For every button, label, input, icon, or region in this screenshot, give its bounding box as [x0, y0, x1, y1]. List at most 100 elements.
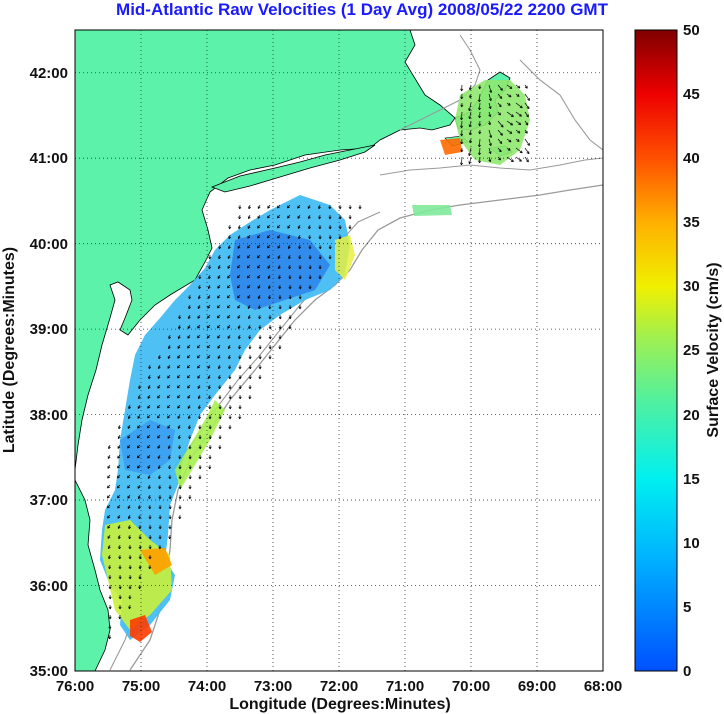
velocity-vector-head: [298, 276, 302, 280]
velocity-vector-head: [108, 566, 112, 570]
velocity-vector-head: [197, 325, 201, 329]
velocity-vector-head: [258, 336, 262, 340]
velocity-vector: [524, 93, 530, 101]
velocity-vector-head: [227, 346, 231, 349]
velocity-vector-head: [218, 426, 222, 430]
velocity-vector-head: [237, 275, 240, 279]
velocity-vector-head: [188, 306, 191, 310]
velocity-vector-head: [107, 485, 110, 489]
velocity-vector-head: [167, 356, 171, 359]
velocity-vector-head: [187, 326, 191, 329]
velocity-vector-head: [158, 536, 162, 540]
velocity-vector-head: [217, 335, 220, 339]
velocity-vector-head: [107, 456, 111, 459]
velocity-vector-head: [228, 426, 232, 430]
velocity-vector-head: [197, 315, 201, 319]
velocity-vector-head: [198, 476, 202, 480]
velocity-vector-head: [308, 256, 312, 260]
velocity-vector-head: [227, 325, 231, 329]
velocity-vector-head: [460, 149, 464, 153]
velocity-vector-head: [257, 296, 261, 299]
velocity-vector: [469, 84, 472, 90]
velocity-vector: [515, 156, 522, 162]
velocity-vector-head: [197, 365, 200, 369]
velocity-vector-head: [167, 365, 171, 369]
velocity-vector-head: [158, 356, 161, 360]
velocity-vector-head: [147, 465, 151, 469]
velocity-vector-head: [187, 375, 190, 379]
velocity-vector-head: [228, 226, 232, 230]
velocity-vector-head: [318, 246, 322, 250]
velocity-vector-head: [187, 395, 191, 399]
velocity-vector-head: [108, 636, 112, 640]
velocity-vector-head: [147, 486, 151, 490]
velocity-vector-head: [198, 426, 202, 430]
velocity-vector-head: [137, 455, 140, 459]
velocity-vector-head: [257, 206, 261, 209]
velocity-vector-head: [168, 496, 172, 500]
velocity-vector-head: [488, 143, 492, 146]
velocity-vector-head: [308, 286, 312, 290]
velocity-vector-head: [147, 405, 151, 409]
velocity-vector-head: [247, 216, 251, 219]
velocity-vector-head: [188, 496, 192, 500]
velocity-vector-head: [167, 405, 170, 409]
velocity-vector-head: [107, 446, 111, 450]
velocity-vector-head: [147, 395, 151, 399]
velocity-vector-head: [218, 436, 222, 440]
velocity-vector-head: [227, 256, 231, 259]
velocity-vector: [468, 147, 472, 156]
velocity-vector: [468, 102, 472, 111]
velocity-vector-head: [177, 415, 181, 419]
colorbar-tick: 20: [683, 407, 700, 424]
velocity-field-shelf: [100, 195, 350, 640]
velocity-vector: [515, 147, 523, 154]
velocity-vector-head: [498, 112, 501, 116]
velocity-vector-head: [156, 415, 160, 419]
velocity-vector-head: [178, 486, 182, 490]
velocity-vector: [478, 93, 481, 102]
velocity-vector-head: [517, 130, 521, 134]
velocity-vector-head: [248, 336, 252, 340]
isobath-outer: [129, 184, 603, 671]
velocity-vector-head: [510, 122, 513, 126]
velocity-vector-head: [118, 546, 122, 550]
velocity-vector: [488, 138, 492, 146]
colorbar: [634, 29, 678, 672]
isobath-shelf: [379, 157, 603, 176]
velocity-vector: [497, 93, 503, 99]
velocity-vector-head: [519, 150, 523, 154]
velocity-vector-head: [218, 246, 222, 250]
velocity-vector-head: [118, 596, 122, 600]
colorbar-tick-labels: 0 5 10 15 20 25 30 35 40 45 50: [683, 22, 700, 680]
velocity-vector-head: [499, 141, 503, 144]
velocity-vector-head: [488, 114, 492, 118]
velocity-vector-head: [168, 486, 172, 490]
velocity-vector-head: [118, 606, 122, 610]
velocity-vector-head: [177, 355, 181, 359]
velocity-vector-head: [247, 275, 250, 279]
velocity-vector-head: [177, 375, 180, 379]
velocity-vector-head: [147, 435, 150, 439]
velocity-vector-head: [338, 236, 342, 240]
velocity-vector-head: [258, 326, 262, 330]
velocity-vector-head: [138, 516, 142, 520]
velocity-vector-head: [218, 386, 222, 390]
velocity-vector: [506, 156, 514, 162]
velocity-vector-head: [158, 506, 162, 510]
velocity-vector-head: [107, 525, 111, 529]
velocity-vector-head: [188, 426, 192, 430]
velocity-vector-head: [287, 236, 291, 239]
velocity-vector-head: [527, 143, 530, 146]
velocity-vector-head: [208, 396, 212, 400]
plot-frame: [74, 29, 604, 672]
map-grid: [75, 30, 603, 671]
velocity-vector-head: [516, 139, 520, 142]
velocity-vector-head: [238, 366, 242, 370]
velocity-vector-head: [148, 556, 152, 560]
velocity-vector-head: [208, 256, 212, 260]
velocity-vector-head: [258, 346, 262, 350]
velocity-vector-head: [237, 326, 241, 329]
velocity-vector-head: [117, 526, 121, 529]
velocity-vector-head: [126, 465, 130, 469]
